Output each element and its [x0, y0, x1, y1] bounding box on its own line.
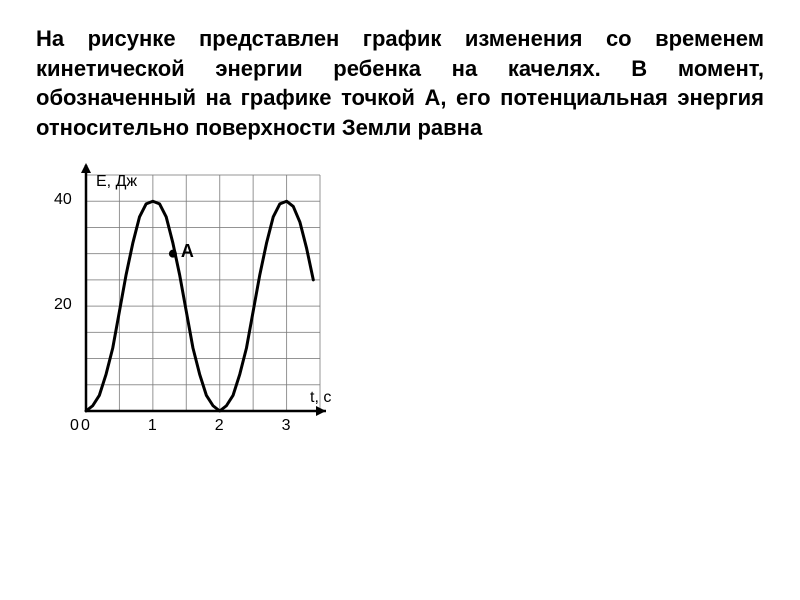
axis-label: 1	[148, 417, 157, 435]
axis-label: 0	[70, 417, 79, 435]
problem-statement: На рисунке представлен график изменения …	[36, 24, 764, 143]
axis-label: 20	[54, 296, 72, 314]
chart-svg	[40, 157, 340, 447]
point-a-label: А	[181, 241, 194, 262]
axis-label: 0	[81, 417, 90, 435]
kinetic-energy-chart: 20 40 0 1 2 3 0 Е, Дж t, с А	[40, 157, 340, 447]
axis-label: 2	[215, 417, 224, 435]
axis-label: Е, Дж	[96, 173, 137, 191]
axis-label: 40	[54, 191, 72, 209]
axis-label: t, с	[310, 389, 331, 407]
axis-label: 3	[282, 417, 291, 435]
